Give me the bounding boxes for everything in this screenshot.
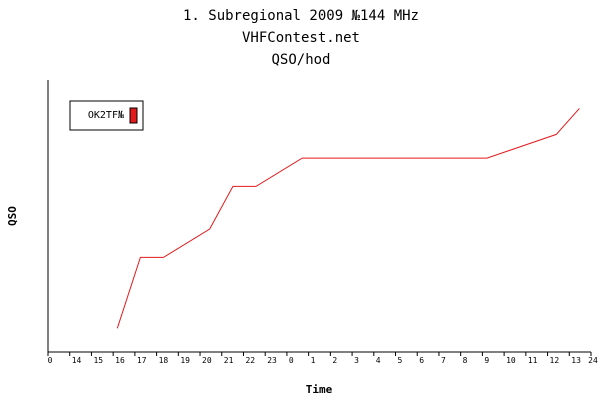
x-tick-label: 2: [332, 356, 337, 365]
x-tick-label: 1: [311, 356, 316, 365]
x-tick-label: 10: [506, 356, 516, 365]
series-layer: [116, 108, 580, 329]
x-tick-label: 0: [48, 356, 53, 365]
x-tick-label: 14: [72, 356, 82, 365]
series-line: [116, 108, 580, 329]
x-tick-label: 17: [137, 356, 147, 365]
x-tick-label: 9: [484, 356, 489, 365]
x-tick-label: 19: [180, 356, 190, 365]
x-tick-label: 5: [398, 356, 403, 365]
y-axis-label: QSO: [6, 206, 19, 226]
x-tick-label: 3: [354, 356, 359, 365]
x-tick-label: 22: [245, 356, 255, 365]
x-tick-label: 16: [115, 356, 125, 365]
x-tick-label: 12: [550, 356, 560, 365]
legend-swatch: [129, 107, 138, 124]
x-tick-label: 13: [571, 356, 581, 365]
x-tick-label: 15: [93, 356, 103, 365]
chart-subtitle-unit: QSO/hod: [271, 52, 330, 68]
x-axis-label: Time: [306, 383, 333, 396]
x-tick-label: 11: [528, 356, 538, 365]
x-tick-label: 7: [441, 356, 446, 365]
x-tick-label: 0: [289, 356, 294, 365]
x-tick-label: 20: [202, 356, 212, 365]
x-tick-label: 4: [376, 356, 381, 365]
chart-title: 1. Subregional 2009 №144 MHz: [183, 8, 419, 24]
x-tick-label: 8: [463, 356, 468, 365]
legend: OK2TF№: [69, 100, 144, 131]
x-tick-label: 21: [224, 356, 234, 365]
x-tick-label: 18: [159, 356, 169, 365]
chart-subtitle-site: VHFContest.net: [242, 30, 360, 46]
x-tick-label: 24: [588, 356, 598, 365]
x-tick-label: 6: [419, 356, 424, 365]
x-axis-ticks: 0 14 15 16 17 18 19 20 21 22 23 0 1 2 3 4 5 6 7 8 9 10 11 12 13 2…: [47, 352, 598, 365]
x-tick-label: 23: [267, 356, 277, 365]
legend-entry-label: OK2TF№: [88, 110, 125, 121]
